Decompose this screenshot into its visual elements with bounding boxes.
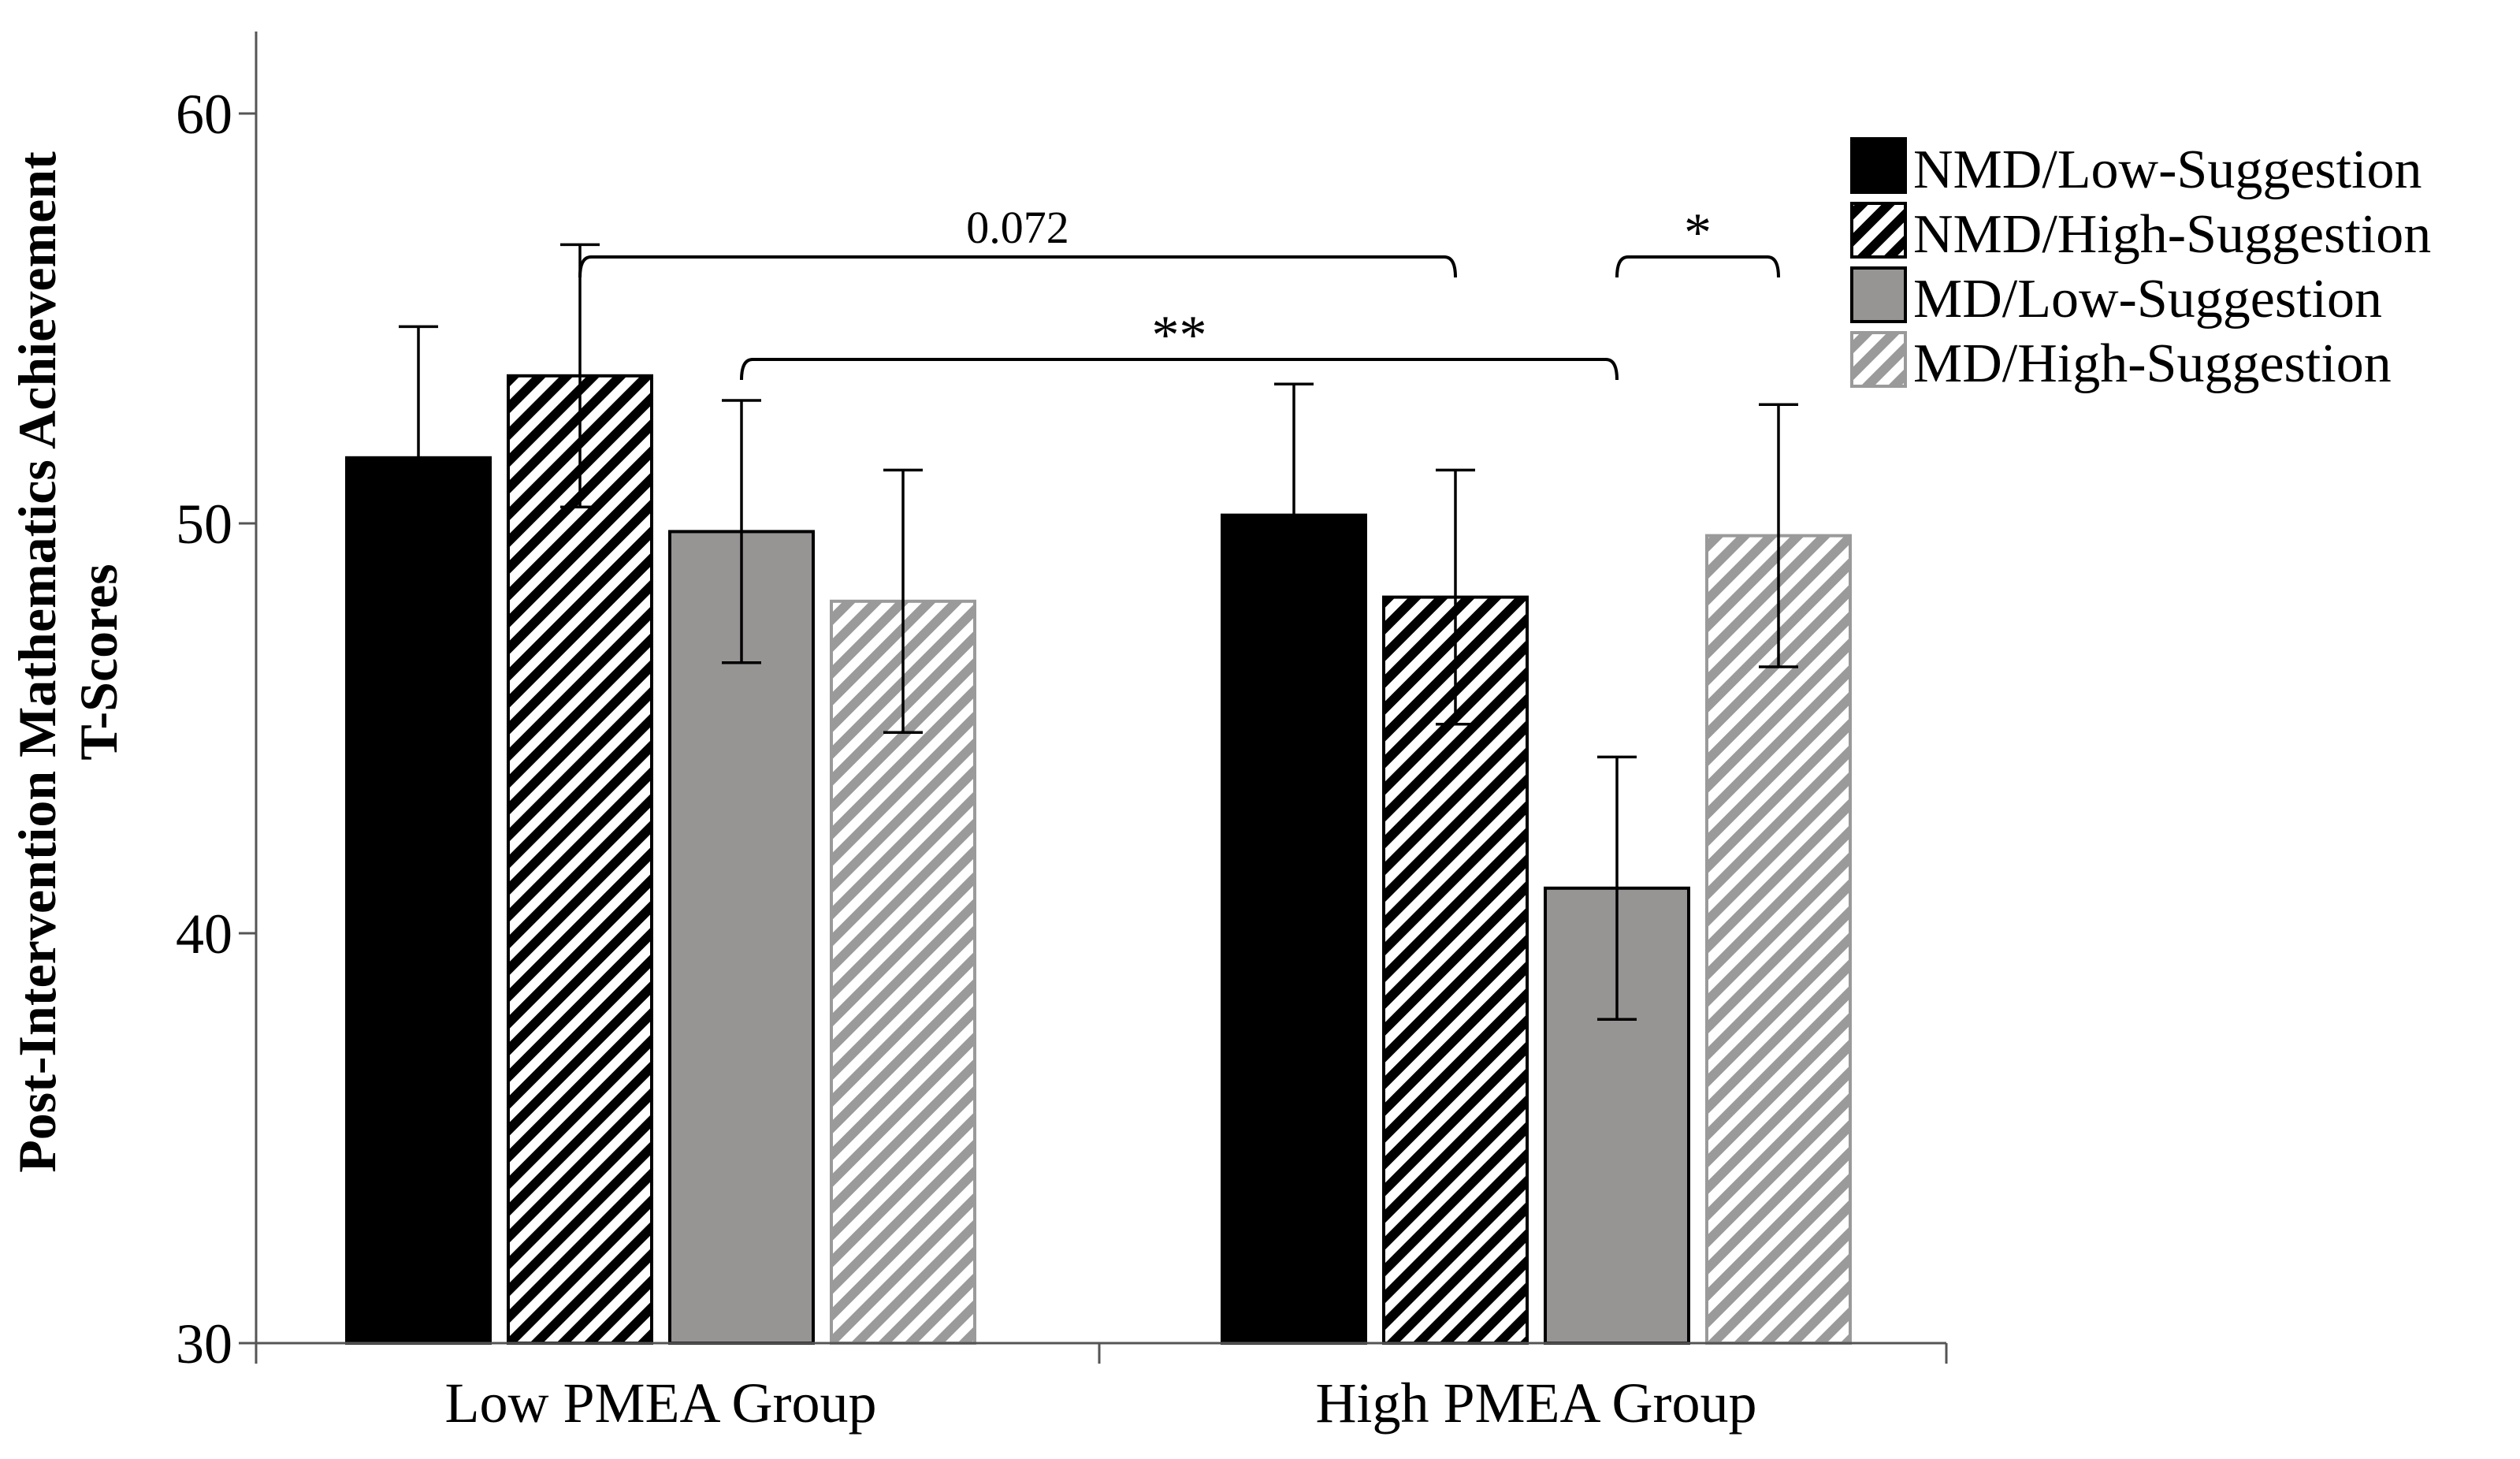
legend-label-4: MD/High-Suggestion <box>1913 333 2392 394</box>
legend-swatch-2 <box>1850 202 1907 259</box>
significance-bracket-1 <box>578 255 1457 278</box>
y-tick-label: 40 <box>176 903 232 966</box>
bar-1-1 <box>345 456 492 1345</box>
legend-label-3: MD/Low-Suggestion <box>1913 269 2382 329</box>
legend-swatch-3 <box>1850 266 1907 323</box>
legend-label-1: NMD/Low-Suggestion <box>1913 140 2422 200</box>
significance-label-1: 0.072 <box>966 202 1069 253</box>
bar-2-1 <box>507 374 653 1345</box>
significance-bracket-3 <box>1615 255 1780 278</box>
y-axis-title: Post-Intervention Mathematics Achievemen… <box>7 151 67 1173</box>
y-tick-label: 50 <box>176 493 232 556</box>
bar-4-2 <box>1705 534 1852 1345</box>
x-category-label: Low PMEA Group <box>444 1372 876 1435</box>
y-tick-label: 60 <box>176 83 232 146</box>
y-axis-title-line2: T-Scores <box>69 564 128 760</box>
y-tick-label: 30 <box>176 1312 232 1375</box>
legend-swatch-1 <box>1850 137 1907 194</box>
significance-bracket-2 <box>740 358 1619 381</box>
x-category-label: High PMEA Group <box>1315 1372 1756 1435</box>
legend-swatch-4 <box>1850 331 1907 388</box>
significance-label-3: * <box>1684 203 1712 263</box>
legend-label-2: NMD/High-Suggestion <box>1913 204 2431 265</box>
bar-1-2 <box>1221 513 1367 1345</box>
significance-label-2: ** <box>1152 305 1207 366</box>
